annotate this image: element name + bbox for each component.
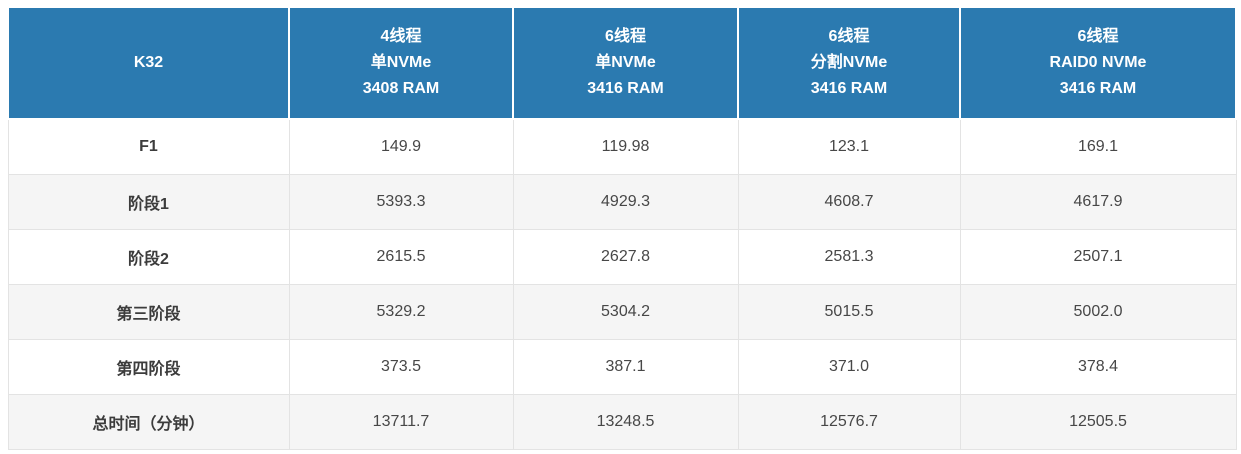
header-line: 3416 RAM xyxy=(810,80,888,97)
table-cell: 13248.5 xyxy=(512,394,739,450)
header-row: K32 4线程 单NVMe 3408 RAM 6线程 单NVMe 3416 RA… xyxy=(7,6,1237,120)
header-line: 3408 RAM xyxy=(362,80,440,97)
row-label: 第三阶段 xyxy=(7,284,290,340)
table-cell: 378.4 xyxy=(959,339,1237,395)
table-cell: 4608.7 xyxy=(737,174,961,230)
column-header-6t-raid0-nvme: 6线程 RAID0 NVMe 3416 RAM xyxy=(959,6,1237,120)
column-header-4t-single-nvme: 4线程 单NVMe 3408 RAM xyxy=(288,6,514,120)
column-header-6t-single-nvme: 6线程 单NVMe 3416 RAM xyxy=(512,6,739,120)
table-cell: 2581.3 xyxy=(737,229,961,285)
table-cell: 123.1 xyxy=(737,118,961,175)
table-row-f1: F1 149.9 119.98 123.1 169.1 xyxy=(7,118,1237,175)
table-cell: 12505.5 xyxy=(959,394,1237,450)
header-line: 6线程 xyxy=(1077,28,1119,45)
header-line: 6线程 xyxy=(828,28,870,45)
header-line: 分割NVMe xyxy=(810,54,888,71)
table-cell: 2627.8 xyxy=(512,229,739,285)
table-cell: 5393.3 xyxy=(288,174,514,230)
table-row-phase2: 阶段2 2615.5 2627.8 2581.3 2507.1 xyxy=(7,229,1237,285)
table-cell: 149.9 xyxy=(288,118,514,175)
table-cell: 5002.0 xyxy=(959,284,1237,340)
column-header-6t-split-nvme: 6线程 分割NVMe 3416 RAM xyxy=(737,6,961,120)
table-cell: 5304.2 xyxy=(512,284,739,340)
table-cell: 119.98 xyxy=(512,118,739,175)
row-label: 阶段2 xyxy=(7,229,290,285)
table-cell: 4617.9 xyxy=(959,174,1237,230)
row-label: 第四阶段 xyxy=(7,339,290,395)
table-cell: 371.0 xyxy=(737,339,961,395)
table-cell: 12576.7 xyxy=(737,394,961,450)
table-cell: 387.1 xyxy=(512,339,739,395)
table-cell: 5015.5 xyxy=(737,284,961,340)
header-label: K32 xyxy=(133,54,164,71)
header-line: 3416 RAM xyxy=(587,80,664,97)
header-line: 6线程 xyxy=(605,28,646,45)
table-row-phase1: 阶段1 5393.3 4929.3 4608.7 4617.9 xyxy=(7,174,1237,230)
row-label: F1 xyxy=(7,118,290,175)
table-cell: 169.1 xyxy=(959,118,1237,175)
header-line: 单NVMe xyxy=(370,54,432,71)
column-header-k32: K32 xyxy=(7,6,290,120)
table-cell: 4929.3 xyxy=(512,174,739,230)
header-line: RAID0 NVMe xyxy=(1049,54,1147,71)
table-row-phase3: 第三阶段 5329.2 5304.2 5015.5 5002.0 xyxy=(7,284,1237,340)
header-line: 3416 RAM xyxy=(1059,80,1137,97)
row-label: 总时间（分钟） xyxy=(7,394,290,450)
table-cell: 2615.5 xyxy=(288,229,514,285)
header-line: 4线程 xyxy=(380,28,422,45)
table-cell: 13711.7 xyxy=(288,394,514,450)
header-line: 单NVMe xyxy=(595,54,656,71)
table-row-total-time: 总时间（分钟） 13711.7 13248.5 12576.7 12505.5 xyxy=(7,394,1237,450)
table-cell: 5329.2 xyxy=(288,284,514,340)
table-cell: 373.5 xyxy=(288,339,514,395)
table-row-phase4: 第四阶段 373.5 387.1 371.0 378.4 xyxy=(7,339,1237,395)
benchmark-table: K32 4线程 单NVMe 3408 RAM 6线程 单NVMe 3416 RA… xyxy=(7,6,1237,450)
table-cell: 2507.1 xyxy=(959,229,1237,285)
row-label: 阶段1 xyxy=(7,174,290,230)
